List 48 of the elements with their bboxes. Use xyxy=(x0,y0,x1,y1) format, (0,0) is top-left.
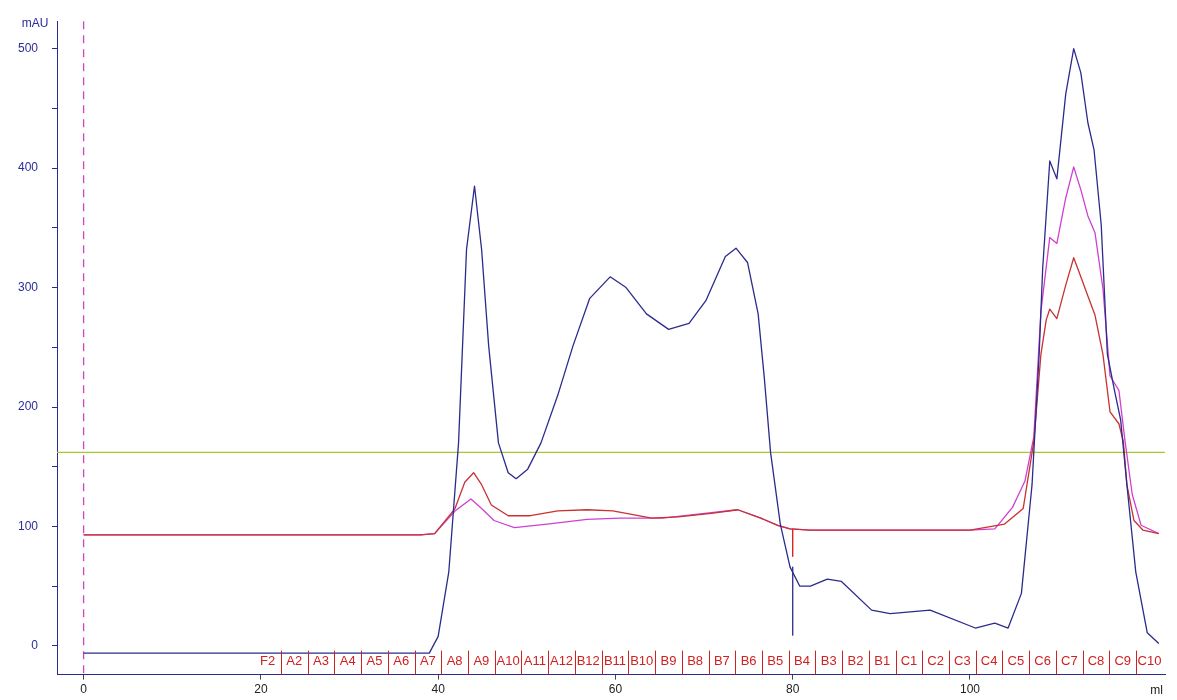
annotation: C3 xyxy=(954,653,971,669)
annotation: C4 xyxy=(980,653,998,669)
x-axis-title: ml xyxy=(1150,682,1163,697)
y-tick-label: 500 xyxy=(17,40,39,55)
annotation: C9 xyxy=(1114,653,1132,669)
annotation: B3 xyxy=(820,653,837,669)
annotation: B12 xyxy=(576,653,600,669)
annotation: B8 xyxy=(687,653,704,669)
y-tick-label: 300 xyxy=(17,279,39,294)
x-tick-label: 60 xyxy=(608,682,623,697)
annotation: C1 xyxy=(900,653,918,669)
x-tick-label: 0 xyxy=(80,682,88,697)
annotation: B1 xyxy=(874,653,891,669)
annotation: B7 xyxy=(713,653,730,669)
annotation: B11 xyxy=(603,653,627,669)
y-tick-label: 0 xyxy=(31,638,39,653)
annotation: B2 xyxy=(847,653,864,669)
annotation: A6 xyxy=(393,653,410,669)
annotation: A4 xyxy=(339,653,356,669)
annotation: B5 xyxy=(767,653,784,669)
annotation: A10 xyxy=(496,653,520,669)
x-tick-label: 40 xyxy=(431,682,446,697)
annotation: F2 xyxy=(259,653,276,669)
y-tick-label: 200 xyxy=(17,399,39,414)
y-tick-label: 100 xyxy=(17,518,39,533)
annotation: C7 xyxy=(1061,653,1078,669)
x-tick-label: 100 xyxy=(959,682,981,697)
x-tick-label: 20 xyxy=(254,682,268,697)
annotation: A3 xyxy=(313,653,329,669)
annotation: B4 xyxy=(794,653,811,669)
annotation: C10 xyxy=(1137,653,1162,669)
annotation: A9 xyxy=(473,653,490,669)
annotation: A12 xyxy=(549,653,574,669)
annotation: C5 xyxy=(1007,653,1025,669)
annotation: A2 xyxy=(286,653,303,669)
annotation: C8 xyxy=(1087,653,1105,669)
x-tick-label: 80 xyxy=(786,682,800,697)
annotation: A7 xyxy=(419,653,436,669)
y-axis-title: mAU xyxy=(21,15,49,30)
annotation: C2 xyxy=(927,653,944,669)
y-tick-label: 400 xyxy=(17,160,39,175)
annotation: B10 xyxy=(630,653,654,669)
annotation: A11 xyxy=(523,653,546,669)
annotation: B9 xyxy=(660,653,677,669)
annotation: C6 xyxy=(1034,653,1051,669)
annotation: A5 xyxy=(366,653,383,669)
annotation: B6 xyxy=(740,653,757,669)
annotation: A8 xyxy=(446,653,463,669)
